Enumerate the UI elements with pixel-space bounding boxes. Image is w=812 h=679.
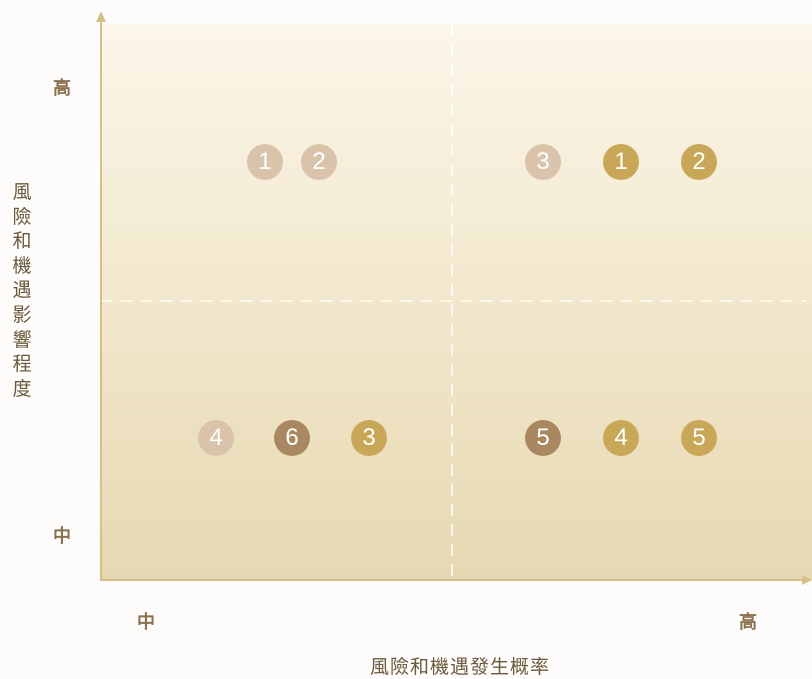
x-axis-arrow — [802, 575, 812, 585]
item-badge: 4 — [603, 420, 639, 456]
item-badge: 1 — [603, 144, 639, 180]
y-tick-high: 高 — [53, 78, 71, 99]
item-badge: 5 — [681, 420, 717, 456]
item-badge: 5 — [525, 420, 561, 456]
x-tick-mid: 中 — [137, 612, 155, 633]
x-tick-high: 高 — [739, 612, 757, 633]
item-badge: 2 — [301, 144, 337, 180]
y-axis-arrow — [96, 11, 106, 22]
y-tick-mid: 中 — [53, 526, 71, 547]
item-badge: 3 — [525, 144, 561, 180]
item-badge: 3 — [351, 420, 387, 456]
item-badge: 1 — [247, 144, 283, 180]
y-axis-title: 風險和機遇影響程度 — [12, 181, 32, 400]
matrix-background — [101, 24, 812, 580]
item-badge: 4 — [198, 420, 234, 456]
item-badge: 6 — [274, 420, 310, 456]
x-axis-title: 風險和機遇發生概率 — [369, 656, 550, 678]
item-badge: 2 — [681, 144, 717, 180]
